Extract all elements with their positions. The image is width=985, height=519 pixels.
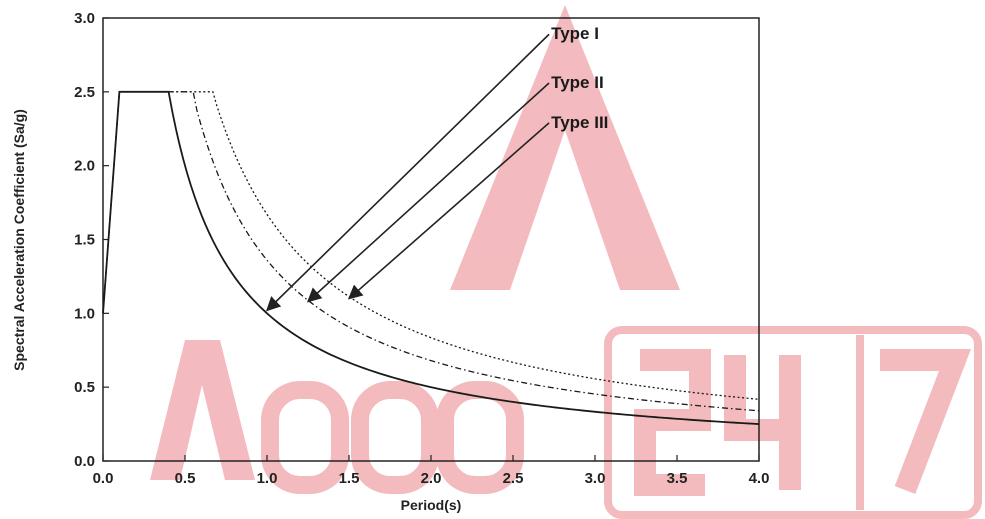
y-tick-label: 2.5 [74,84,95,101]
plot-frame [102,17,760,462]
series-line-2 [102,91,760,412]
y-tick-label: 0.0 [74,453,95,470]
y-tick-label: 0.5 [74,379,95,396]
watermark-logo [150,5,982,519]
annotation-label-3: Type III [551,113,608,132]
series-line-3 [102,91,760,400]
x-tick-label: 4.0 [749,470,770,487]
y-tick-label: 2.0 [74,158,95,175]
x-tick-label: 3.5 [667,470,688,487]
y-tick-label: 1.0 [74,305,95,322]
x-tick-label: 2.0 [421,470,442,487]
axis-ticks: 0.0 0.5 1.0 1.5 2.0 2.5 3.0 3.5 4.0 0.0 0.5 1.0 1.5 2… [74,10,769,487]
y-tick-label: 1.5 [74,232,95,249]
x-tick-label: 1.0 [257,470,278,487]
annotation-label-2: Type II [551,73,604,92]
x-tick-label: 3.0 [585,470,606,487]
series-line-1 [102,90,760,425]
y-tick-label: 3.0 [74,10,95,27]
x-tick-label: 2.5 [503,470,524,487]
x-tick-label: 0.5 [175,470,196,487]
y-axis-title: Spectral Acceleration Coefficient (Sa/g) [11,109,27,371]
x-tick-label: 0.0 [93,470,114,487]
annotation-arrow-2 [306,82,550,303]
x-axis-title: Period(s) [401,497,462,513]
series-layer [102,90,760,425]
annotation-label-1: Type I [551,24,599,43]
annotation-arrow-1 [265,33,550,312]
x-tick-label: 1.5 [339,470,360,487]
annotation-layer: Type I Type II Type III [265,24,608,312]
annotation-arrow-3 [347,122,550,300]
